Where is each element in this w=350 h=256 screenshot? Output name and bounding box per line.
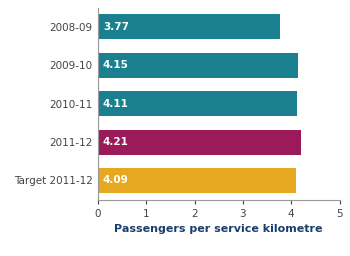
Bar xyxy=(98,130,301,155)
Text: 4.15: 4.15 xyxy=(103,60,129,70)
Text: 4.09: 4.09 xyxy=(103,175,128,186)
Bar xyxy=(98,53,299,78)
Bar xyxy=(98,14,280,39)
Text: 4.11: 4.11 xyxy=(103,99,129,109)
Bar xyxy=(98,91,296,116)
X-axis label: Passengers per service kilometre: Passengers per service kilometre xyxy=(114,224,323,234)
Text: 4.21: 4.21 xyxy=(103,137,129,147)
Bar xyxy=(98,168,295,193)
Text: 3.77: 3.77 xyxy=(103,22,129,32)
